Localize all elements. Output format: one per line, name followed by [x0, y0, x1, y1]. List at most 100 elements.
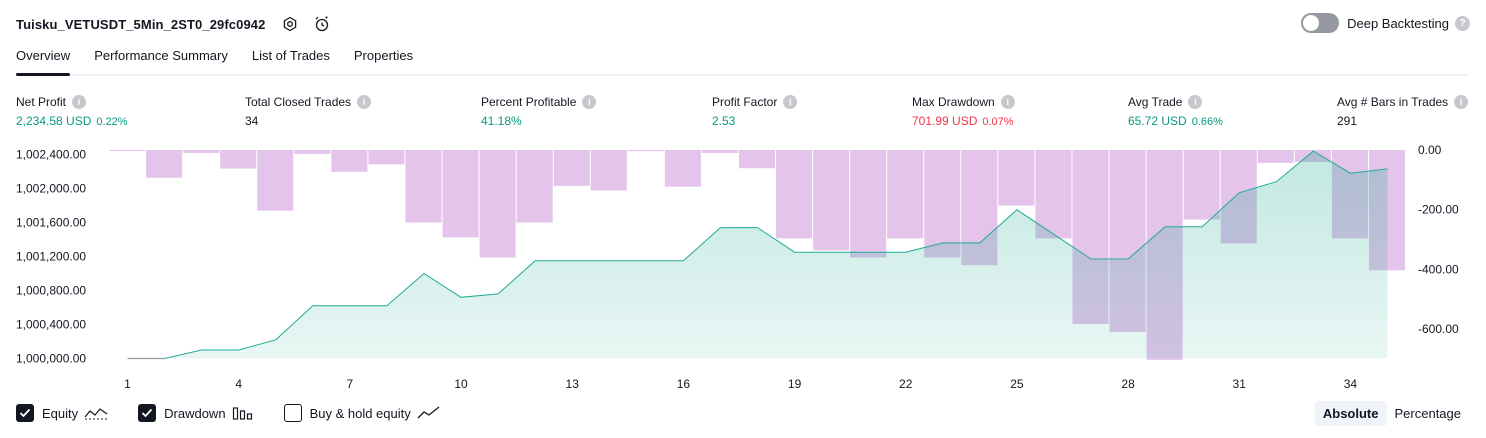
metric-max-drawdown: Max Drawdown i 701.99 USD 0.07% — [912, 94, 1015, 128]
tab-performance-summary[interactable]: Performance Summary — [94, 48, 228, 63]
tab-properties[interactable]: Properties — [353, 48, 414, 63]
drawdown-bar[interactable] — [776, 150, 813, 239]
drawdown-bar[interactable] — [813, 150, 850, 251]
left-axis-tick: 1,001,600.00 — [16, 216, 86, 230]
x-axis-tick: 10 — [454, 377, 468, 391]
right-axis-tick: -200.00 — [1418, 203, 1459, 217]
buy-hold-checkbox[interactable] — [283, 404, 302, 422]
drawdown-bar[interactable] — [887, 150, 924, 239]
x-axis-tick: 25 — [1010, 377, 1024, 391]
equity-checkbox[interactable] — [16, 404, 34, 422]
right-axis-tick: -400.00 — [1418, 262, 1459, 276]
metric-total-closed-trades: Total Closed Trades i 34 — [245, 94, 372, 128]
chart-legend: Equity Drawdown Buy & hold equity — [16, 404, 471, 422]
drawdown-bar[interactable] — [257, 150, 294, 211]
drawdown-bar[interactable] — [553, 150, 590, 186]
mode-absolute-button[interactable]: Absolute — [1314, 401, 1387, 426]
gear-icon[interactable] — [281, 15, 299, 33]
strategy-title: Tuisku_VETUSDT_5Min_2ST0_29fc0942 — [16, 16, 266, 32]
drawdown-bar[interactable] — [924, 150, 961, 258]
metric-label: Percent Profitable — [481, 94, 577, 109]
drawdown-bar[interactable] — [850, 150, 887, 258]
metric-value: 2.53 — [712, 114, 736, 128]
info-icon[interactable]: i — [582, 94, 597, 109]
x-axis-tick: 1 — [124, 377, 131, 391]
left-axis-tick: 1,001,200.00 — [16, 250, 86, 264]
drawdown-bar[interactable] — [664, 150, 701, 187]
value-mode-switch: Absolute Percentage — [1314, 401, 1469, 426]
mode-percentage-button[interactable]: Percentage — [1394, 406, 1462, 421]
x-axis-tick: 13 — [566, 377, 580, 391]
drawdown-bar[interactable] — [442, 150, 479, 238]
info-icon[interactable]: i — [1188, 94, 1203, 109]
info-icon[interactable]: i — [783, 94, 798, 109]
drawdown-bar[interactable] — [998, 150, 1035, 206]
legend-label: Equity — [42, 405, 79, 421]
drawdown-bar[interactable] — [479, 150, 516, 258]
info-icon[interactable]: i — [72, 94, 87, 109]
legend-label: Buy & hold equity — [309, 405, 411, 421]
drawdown-bar[interactable] — [627, 150, 664, 152]
metric-avg-bars-in-trades: Avg # Bars in Trades i 291 — [1337, 94, 1469, 128]
x-axis-tick: 28 — [1121, 377, 1135, 391]
info-icon[interactable]: i — [1454, 94, 1469, 109]
x-axis-tick: 31 — [1233, 377, 1247, 391]
drawdown-bar[interactable] — [183, 150, 220, 153]
metric-label: Total Closed Trades — [245, 94, 352, 109]
metric-label: Profit Factor — [712, 94, 778, 109]
metric-percent: 0.66% — [1191, 116, 1223, 128]
left-axis-tick: 1,000,400.00 — [16, 318, 86, 332]
drawdown-checkbox[interactable] — [138, 404, 157, 422]
drawdown-bar[interactable] — [405, 150, 442, 223]
legend-label: Drawdown — [164, 405, 226, 421]
legend-buy-hold-equity[interactable]: Buy & hold equity — [283, 404, 441, 422]
drawdown-bar[interactable] — [368, 150, 405, 165]
metric-net-profit: Net Profit i 2,234.58 USD 0.22% — [16, 94, 128, 128]
drawdown-bar[interactable] — [220, 150, 257, 169]
drawdown-bar[interactable] — [1257, 150, 1294, 163]
x-axis-tick: 4 — [235, 377, 242, 391]
equity-line[interactable] — [127, 150, 1388, 359]
drawdown-bar[interactable] — [701, 150, 738, 153]
buy-hold-line-icon — [417, 405, 441, 421]
strategy-header: Tuisku_VETUSDT_5Min_2ST0_29fc0942 — [16, 12, 331, 36]
help-icon[interactable]: ? — [1455, 15, 1470, 31]
drawdown-bar[interactable] — [590, 150, 627, 191]
right-axis-tick: -600.00 — [1418, 322, 1459, 336]
x-axis-tick: 34 — [1344, 377, 1358, 391]
info-icon[interactable]: i — [1000, 94, 1015, 109]
metric-label: Avg # Bars in Trades — [1337, 94, 1449, 109]
metric-percent: 0.22% — [96, 116, 128, 128]
tab-list-of-trades[interactable]: List of Trades — [251, 48, 330, 63]
x-axis-tick: 16 — [677, 377, 691, 391]
left-axis-tick: 1,002,400.00 — [16, 148, 86, 162]
drawdown-bar[interactable] — [331, 150, 368, 172]
equity-area — [127, 151, 1388, 359]
drawdown-bar[interactable] — [1035, 150, 1072, 239]
left-axis-tick: 1,000,000.00 — [16, 352, 86, 366]
drawdown-bar[interactable] — [294, 150, 331, 154]
info-icon[interactable]: i — [357, 94, 372, 109]
metric-value: 41.18% — [481, 114, 522, 128]
equity-drawdown-chart[interactable]: 1,002,400.00 1,002,000.00 1,001,600.00 1,00… — [0, 140, 1486, 395]
drawdown-bar[interactable] — [1183, 150, 1220, 220]
legend-equity[interactable]: Equity — [16, 404, 108, 422]
legend-drawdown[interactable]: Drawdown — [138, 404, 253, 422]
drawdown-bar[interactable] — [516, 150, 553, 223]
metric-value: 701.99 USD — [912, 114, 978, 128]
metric-value: 65.72 USD — [1128, 114, 1187, 128]
alarm-clock-icon[interactable] — [313, 15, 331, 33]
left-axis-tick: 1,000,800.00 — [16, 284, 86, 298]
right-axis-tick: 0.00 — [1418, 143, 1442, 157]
drawdown-bar[interactable] — [738, 150, 776, 169]
deep-backtesting-toggle[interactable] — [1301, 13, 1340, 33]
drawdown-bar[interactable] — [109, 150, 146, 151]
drawdown-bar[interactable] — [146, 150, 183, 178]
metric-value: 2,234.58 USD — [16, 114, 92, 128]
metric-value: 291 — [1337, 114, 1358, 128]
x-axis-tick: 19 — [788, 377, 802, 391]
tab-overview[interactable]: Overview — [16, 48, 71, 76]
deep-backtesting-label: Deep Backtesting — [1347, 15, 1449, 31]
metric-percent: 0.07% — [982, 116, 1014, 128]
metric-label: Avg Trade — [1128, 94, 1183, 109]
